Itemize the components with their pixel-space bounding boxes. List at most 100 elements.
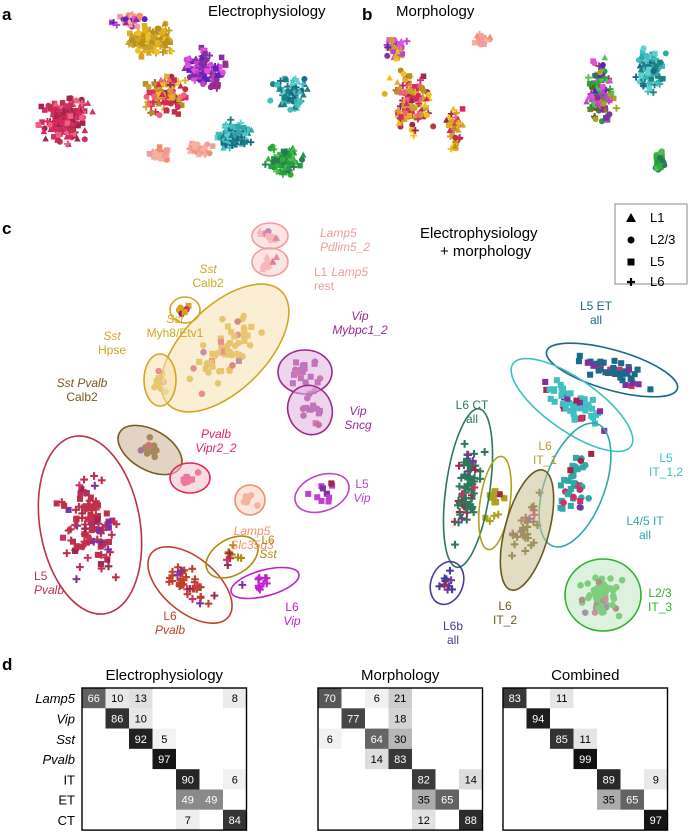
heatmap-value: 10	[111, 693, 123, 705]
heatmap-value: 90	[182, 774, 194, 786]
scatter-point	[191, 575, 199, 584]
heatmap-cell	[503, 769, 527, 790]
heatmap-cell	[573, 789, 597, 810]
scatter-point	[142, 103, 150, 111]
heatmap-cell	[644, 789, 668, 810]
scatter-point	[299, 156, 306, 163]
heatmap-cell	[82, 688, 106, 709]
panel-a-scatter	[35, 10, 311, 178]
heatmap-value: 14	[465, 774, 477, 786]
scatter-point	[160, 29, 167, 36]
scatter-point	[601, 427, 608, 434]
scatter-point	[479, 39, 487, 47]
heatmap-cell	[318, 769, 342, 790]
scatter-point	[471, 40, 478, 46]
heatmap-cell	[199, 748, 223, 770]
heatmap-cell	[620, 708, 644, 729]
scatter-point	[300, 151, 307, 158]
heatmap-value: 97	[650, 815, 662, 827]
heatmap-cell	[644, 769, 668, 790]
scatter-point	[392, 52, 400, 59]
scatter-point	[161, 48, 169, 55]
scatter-point	[126, 12, 132, 18]
scatter-point	[475, 37, 482, 44]
cluster-label-line1: Vip	[351, 309, 368, 323]
scatter-point	[546, 386, 553, 393]
heatmap-cell	[388, 688, 412, 709]
scatter-point	[53, 500, 60, 507]
scatter-point	[486, 33, 494, 40]
scatter-point	[386, 74, 393, 81]
heatmap-cell	[503, 728, 527, 749]
scatter-point	[138, 37, 146, 44]
scatter-point	[271, 164, 278, 171]
heatmap-cell	[82, 789, 106, 810]
scatter-point	[217, 63, 224, 70]
cluster-label-line2: rest	[314, 279, 335, 293]
heatmap-cell	[318, 728, 342, 749]
scatter-point	[543, 386, 550, 393]
cluster-label-line2: Hpse	[98, 343, 126, 357]
scatter-point	[171, 109, 178, 115]
cluster-label-line2: all	[466, 412, 478, 426]
scatter-point	[183, 94, 189, 101]
scatter-point	[97, 476, 106, 485]
scatter-point	[559, 505, 566, 512]
scatter-point	[318, 497, 325, 504]
scatter-point	[213, 65, 219, 72]
scatter-point	[323, 490, 330, 497]
scatter-point	[593, 360, 600, 367]
scatter-point	[90, 481, 99, 490]
cluster-label-line1: Pvalb	[201, 427, 231, 441]
scatter-point	[88, 523, 97, 532]
heatmap-cell	[412, 809, 436, 831]
scatter-point	[261, 574, 270, 582]
heatmap-cell	[459, 809, 483, 831]
scatter-point	[584, 359, 591, 366]
scatter-point	[47, 104, 53, 110]
scatter-point	[228, 131, 235, 138]
heatmap-cell	[152, 728, 176, 749]
scatter-point	[412, 84, 418, 90]
heatmap-cell	[526, 708, 550, 729]
scatter-point	[283, 148, 291, 156]
heatmap-value: 77	[347, 713, 359, 725]
scatter-point	[646, 85, 653, 92]
heatmap-cell	[459, 748, 483, 770]
heatmap-cell	[152, 809, 176, 831]
scatter-point	[551, 398, 558, 405]
heatmap-cell	[435, 748, 459, 770]
scatter-point	[103, 510, 110, 517]
scatter-point	[78, 543, 85, 550]
scatter-point	[571, 416, 578, 423]
scatter-point	[195, 583, 203, 591]
scatter-point	[147, 100, 153, 106]
scatter-point	[77, 490, 84, 497]
scatter-point	[394, 107, 402, 115]
heatmap-value: 92	[135, 734, 147, 746]
scatter-point	[198, 60, 206, 68]
scatter-point	[167, 87, 174, 94]
scatter-point	[111, 573, 120, 582]
cluster-ellipse	[147, 545, 233, 625]
scatter-point	[163, 147, 170, 154]
scatter-point	[610, 364, 617, 371]
scatter-point	[196, 592, 205, 601]
scatter-point	[70, 131, 77, 137]
scatter-point	[194, 67, 202, 75]
heatmap-value: 11	[556, 693, 567, 705]
heatmap-cell	[644, 708, 668, 729]
scatter-point	[660, 75, 666, 82]
scatter-point	[59, 534, 66, 541]
heatmap-cell	[82, 769, 106, 790]
scatter-point	[542, 378, 549, 385]
scatter-point	[143, 44, 149, 51]
scatter-point	[575, 358, 582, 365]
scatter-point	[590, 58, 596, 64]
scatter-point	[74, 135, 81, 142]
scatter-point	[589, 96, 595, 103]
legend-triangle-icon	[626, 213, 636, 222]
scatter-point	[209, 143, 216, 149]
scatter-point	[142, 81, 149, 87]
scatter-point	[213, 76, 220, 83]
